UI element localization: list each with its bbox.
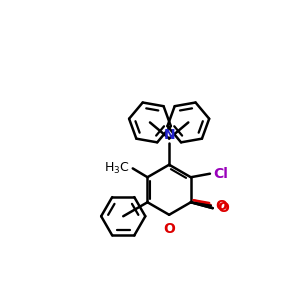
Text: Cl: Cl <box>214 167 228 181</box>
Text: O: O <box>163 222 175 236</box>
Text: N: N <box>163 128 175 142</box>
Text: O: O <box>215 199 227 213</box>
Text: H$_3$C: H$_3$C <box>104 161 130 176</box>
Text: O: O <box>218 201 229 214</box>
